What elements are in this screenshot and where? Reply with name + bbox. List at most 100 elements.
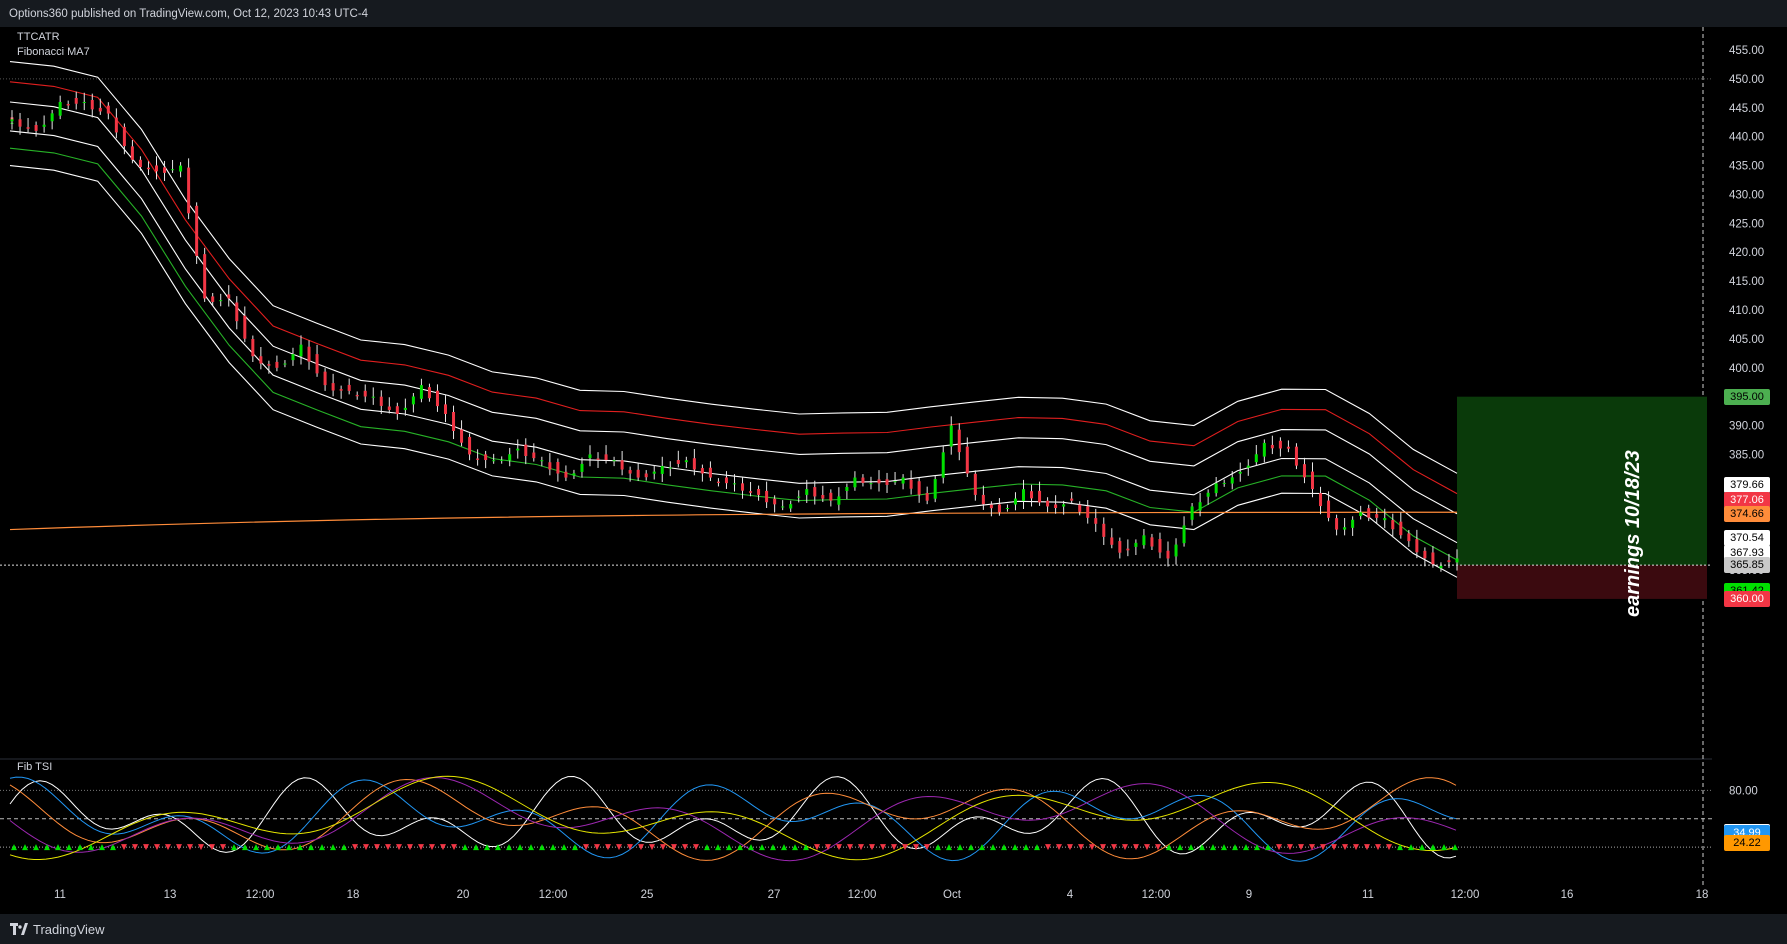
tsi-down-marker — [1342, 844, 1348, 851]
candle-body — [1423, 550, 1427, 559]
candle-body — [476, 458, 480, 460]
tsi-down-marker — [693, 844, 699, 851]
candle-body — [1262, 442, 1266, 457]
candle-body — [1230, 477, 1234, 484]
candle-body — [1013, 498, 1017, 505]
candle-body — [1375, 514, 1379, 518]
tsi-up-marker — [968, 844, 974, 851]
time-axis-label: 4 — [1067, 889, 1074, 901]
tsi-down-marker — [1298, 844, 1304, 851]
tsi-up-marker — [495, 844, 501, 851]
candle-body — [877, 479, 881, 484]
candle-body — [773, 498, 777, 505]
candle-body — [708, 467, 712, 478]
candle-body — [1078, 504, 1082, 512]
indicator-fib-ma-label[interactable]: Fibonacci MA7 — [17, 46, 90, 58]
indicator-ttcatr-label[interactable]: TTCATR — [17, 31, 60, 43]
candle-body — [395, 406, 399, 415]
tsi-up-marker — [33, 844, 39, 851]
price-axis-label: 455.00 — [1729, 45, 1764, 57]
tsi-down-marker — [1331, 844, 1337, 851]
tsi-down-marker — [583, 844, 589, 851]
price-axis-label: 430.00 — [1729, 189, 1764, 201]
tsi-up-marker — [737, 844, 743, 851]
candle-body — [997, 504, 1001, 513]
indicator-fib-tsi-label[interactable]: Fib TSI — [17, 761, 53, 773]
tsi-down-marker — [671, 844, 677, 851]
tsi-down-marker — [1122, 844, 1128, 851]
price-axis-label: 410.00 — [1729, 305, 1764, 317]
candle-body — [540, 460, 544, 462]
tsi-up-marker — [308, 844, 314, 851]
tsi-down-marker — [1309, 844, 1315, 851]
candle-body — [492, 460, 496, 462]
tsi-down-marker — [154, 844, 160, 851]
band-outer-upper — [9, 61, 1458, 474]
time-axis-label: Oct — [943, 889, 962, 901]
tradingview-logo-icon — [10, 923, 28, 935]
tsi-down-marker — [1078, 844, 1084, 851]
tsi-down-marker — [1067, 844, 1073, 851]
candle-body — [427, 387, 431, 399]
chart-canvas[interactable]: 455.00 450.00 445.00 440.00 435.00 430.00 425.… — [0, 27, 1787, 914]
tsi-down-marker — [1276, 844, 1282, 851]
tsi-up-marker — [539, 844, 545, 851]
candle-body — [444, 404, 447, 415]
tsi-up-marker — [1034, 844, 1040, 851]
candle-body — [668, 467, 672, 469]
tsi-down-marker — [429, 844, 435, 851]
candle-body — [829, 492, 833, 501]
candle-body — [460, 429, 464, 443]
tsi-down-marker — [1133, 844, 1139, 851]
candle-body — [500, 459, 504, 461]
candle-body — [371, 396, 375, 398]
candle-body — [628, 470, 632, 474]
candle-body — [275, 361, 279, 368]
tsi-up-marker — [297, 844, 303, 851]
candle-body — [837, 496, 841, 505]
tsi-down-marker — [1287, 844, 1293, 851]
candle-body — [1222, 482, 1226, 484]
tsi-up-marker — [341, 844, 347, 851]
tsi-down-marker — [825, 844, 831, 851]
tsi-down-marker — [418, 844, 424, 851]
tsi-down-marker — [913, 844, 919, 851]
tsi-down-marker — [1089, 844, 1095, 851]
tsi-down-marker — [165, 844, 171, 851]
tsi-down-marker — [660, 844, 666, 851]
tsi-line-4 — [9, 775, 1457, 861]
tsi-down-marker — [440, 844, 446, 851]
tsi-down-marker — [869, 844, 875, 851]
candle-body — [508, 454, 512, 461]
time-axis-label: 9 — [1246, 889, 1252, 901]
candle-body — [765, 490, 769, 503]
candle-body — [1054, 504, 1058, 509]
candle-body — [957, 429, 961, 453]
candle-body — [307, 346, 311, 362]
tsi-up-marker — [1430, 844, 1436, 851]
tsi-up-marker — [286, 844, 292, 851]
candle-body — [885, 479, 889, 485]
price-badge-395-00: 395.00 — [1724, 388, 1770, 405]
chart-svg[interactable]: 455.00 450.00 445.00 440.00 435.00 430.00 425.… — [0, 27, 1787, 914]
tradingview-brand[interactable]: TradingView — [33, 922, 105, 937]
candle-body — [741, 483, 745, 491]
candle-body — [933, 479, 937, 499]
tsi-down-marker — [605, 844, 611, 851]
tsi-down-marker — [220, 844, 226, 851]
candle-body — [98, 107, 102, 112]
candle-body — [1182, 525, 1186, 544]
footer: TradingView — [0, 914, 1787, 944]
candle-body — [419, 385, 423, 399]
price-badge-360-00: 360.00 — [1724, 590, 1770, 607]
tsi-up-marker — [1188, 844, 1194, 851]
tsi-down-marker — [187, 844, 193, 851]
price-axis-label: 415.00 — [1729, 276, 1764, 288]
candle-body — [259, 356, 263, 364]
time-axis-label: 11 — [54, 889, 66, 901]
candle-body — [1046, 500, 1050, 507]
tsi-down-marker — [880, 844, 886, 851]
tsi-up-marker — [1452, 844, 1458, 851]
candle-body — [1335, 518, 1339, 530]
candle-body — [171, 169, 175, 171]
